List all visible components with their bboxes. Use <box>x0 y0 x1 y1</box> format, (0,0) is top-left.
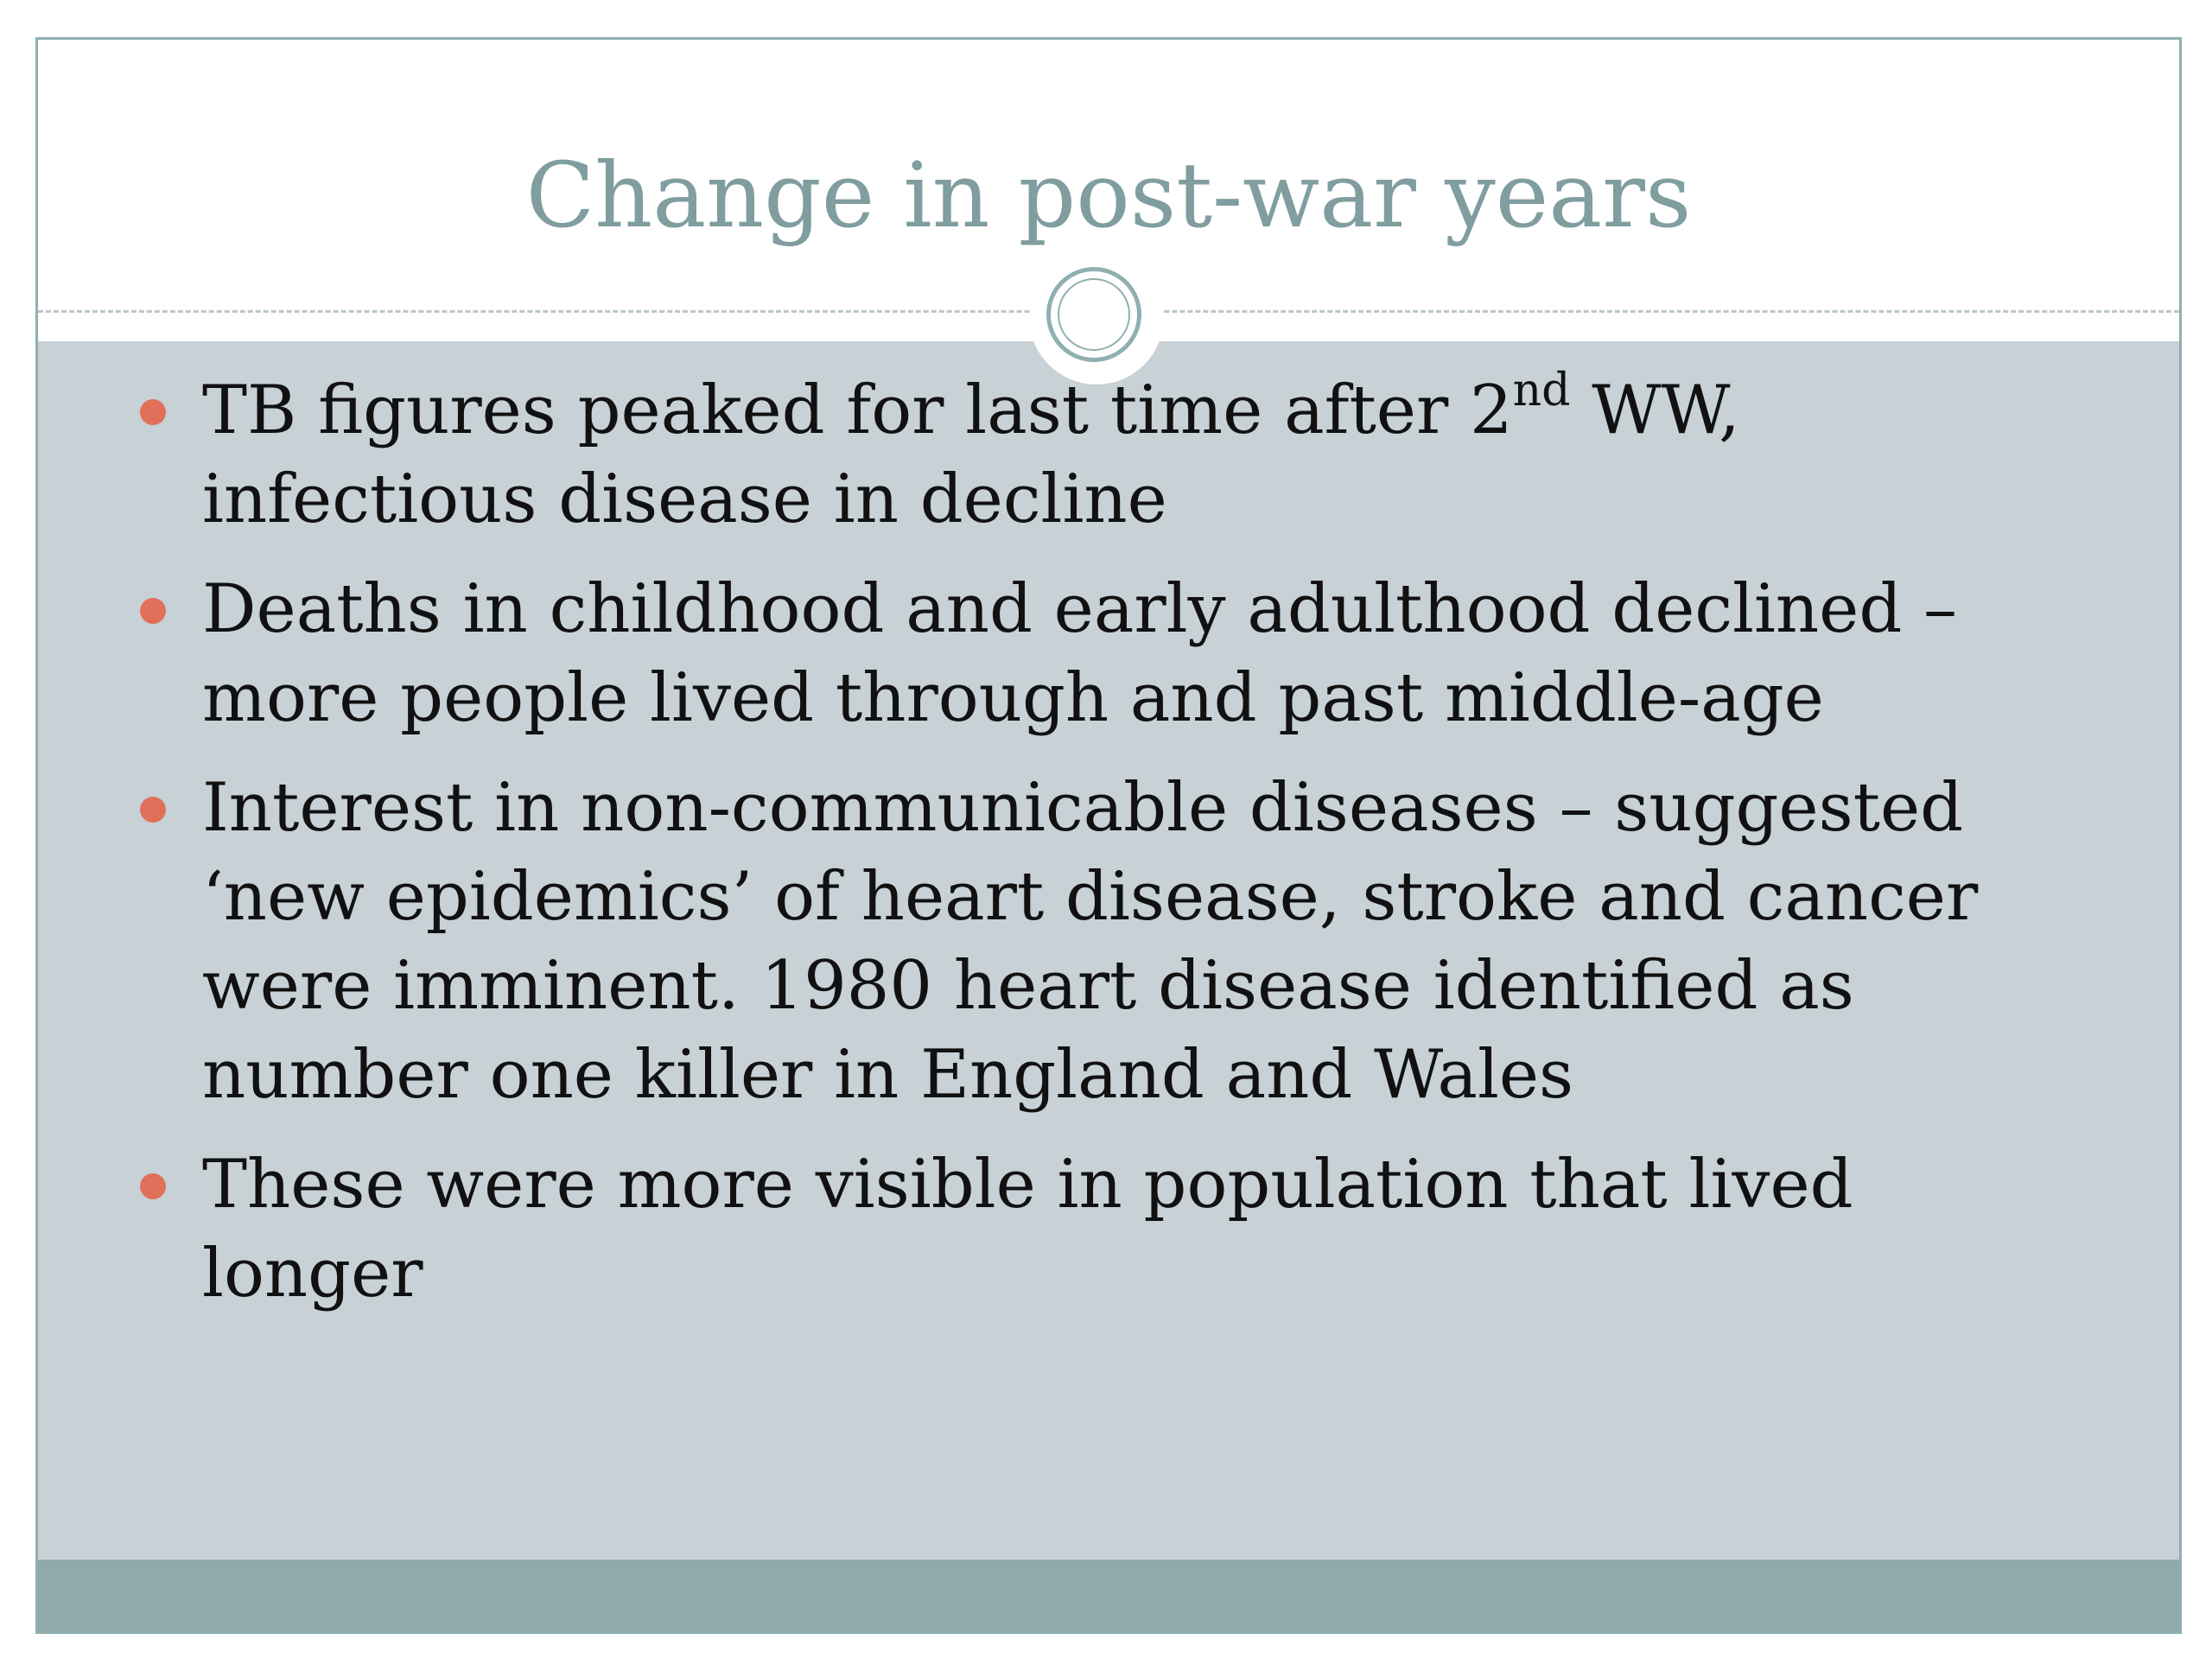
superscript-ordinal: nd <box>1512 365 1571 416</box>
bullet-text: Deaths in childhood and early adulthood … <box>202 570 1958 737</box>
bullet-text: Interest in non-communicable diseases – … <box>202 769 1979 1114</box>
ornament-ring-inner <box>1058 278 1130 351</box>
slide: Change in post-war years TB figures peak… <box>35 37 2182 1634</box>
bullet-dot-icon <box>140 598 166 624</box>
bullet-dot-icon <box>140 1173 166 1199</box>
circle-ornament-icon <box>1029 250 1164 385</box>
bullet-item-deaths: Deaths in childhood and early adulthood … <box>38 565 2179 743</box>
slide-title: Change in post-war years <box>525 143 1692 248</box>
bullet-item-tb-figures: TB figures peaked for last time after 2n… <box>38 366 2179 544</box>
bullet-text: These were more visible in population th… <box>202 1146 1853 1313</box>
bullet-item-non-communicable: Interest in non-communicable diseases – … <box>38 764 2179 1120</box>
bullet-text-part: WW, infectious disease in decline <box>202 372 1740 538</box>
slide-footer-bar <box>38 1560 2179 1631</box>
bullet-list: TB figures peaked for last time after 2n… <box>38 366 2179 1339</box>
slide-body-background <box>38 341 2179 1560</box>
bullet-item-visible: These were more visible in population th… <box>38 1141 2179 1319</box>
ornament-ring <box>1046 267 1141 362</box>
bullet-dot-icon <box>140 797 166 823</box>
bullet-dot-icon <box>140 399 166 425</box>
bullet-text-part: TB figures peaked for last time after 2 <box>202 372 1513 449</box>
